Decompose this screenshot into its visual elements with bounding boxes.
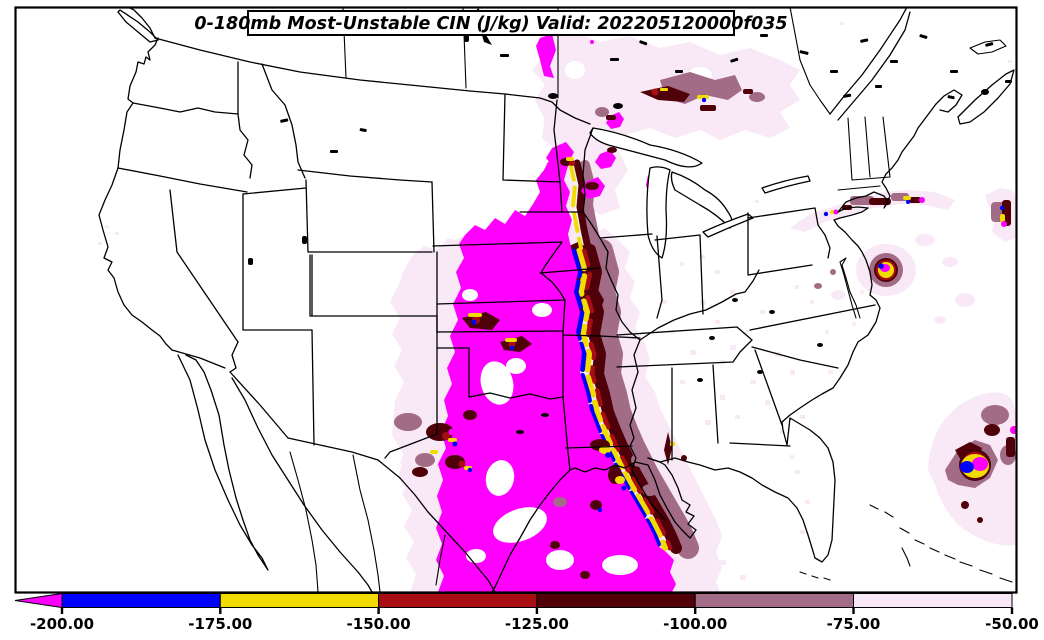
- colorbar-arrow-lt-200: [14, 592, 63, 609]
- colorbar-tick-label: -200.00: [30, 615, 94, 633]
- colorbar-ticks: [60, 607, 1014, 614]
- colorbar-segment-175-150: [219, 593, 380, 608]
- colorbar-tick-label: -50.00: [985, 615, 1039, 633]
- map-content: [98, 8, 1016, 592]
- map-title: 0-180mb Most-Unstable CIN (J/kg) Valid: …: [194, 14, 787, 34]
- great-lakes: [589, 127, 811, 259]
- lake-erie: [702, 213, 754, 238]
- colorbar-tick-label: -100.00: [663, 615, 727, 633]
- colorbar-tick-labels: -200.00 -175.00 -150.00 -125.00 -100.00 …: [30, 615, 1039, 633]
- map-frame: [14, 6, 1018, 594]
- colorbar-tick-label: -125.00: [505, 615, 569, 633]
- colorbar-tick-label: -75.00: [827, 615, 881, 633]
- colorbar-segment-100-75: [694, 593, 855, 608]
- state-borders: [117, 8, 891, 592]
- colorbar-segment-125-100: [536, 593, 696, 608]
- cin-accents-blue: [452, 97, 1005, 513]
- colorbar-segment-150-125: [378, 593, 538, 608]
- title-box-border: [247, 10, 735, 36]
- colorbar: -200.00 -175.00 -150.00 -125.00 -100.00 …: [14, 592, 1039, 633]
- cin-band-mauve: [580, 160, 699, 559]
- colorbar-tick-label: -150.00: [347, 615, 411, 633]
- colorbar-segment-75-50: [853, 593, 1013, 608]
- cin-band-blue: [571, 248, 663, 551]
- lake-ontario: [761, 175, 811, 194]
- cin-band-firebrick: [581, 248, 673, 551]
- lake-michigan: [646, 166, 671, 259]
- lake-superior: [589, 127, 703, 168]
- cin-band-yellow: [568, 160, 668, 551]
- title-box: 0-180mb Most-Unstable CIN (J/kg) Valid: …: [194, 10, 788, 36]
- colorbar-tick-label: -175.00: [188, 615, 252, 633]
- cin-accents-maroon: [412, 86, 1015, 579]
- lake-huron: [670, 171, 733, 229]
- colorbar-segment-200-175: [61, 593, 221, 608]
